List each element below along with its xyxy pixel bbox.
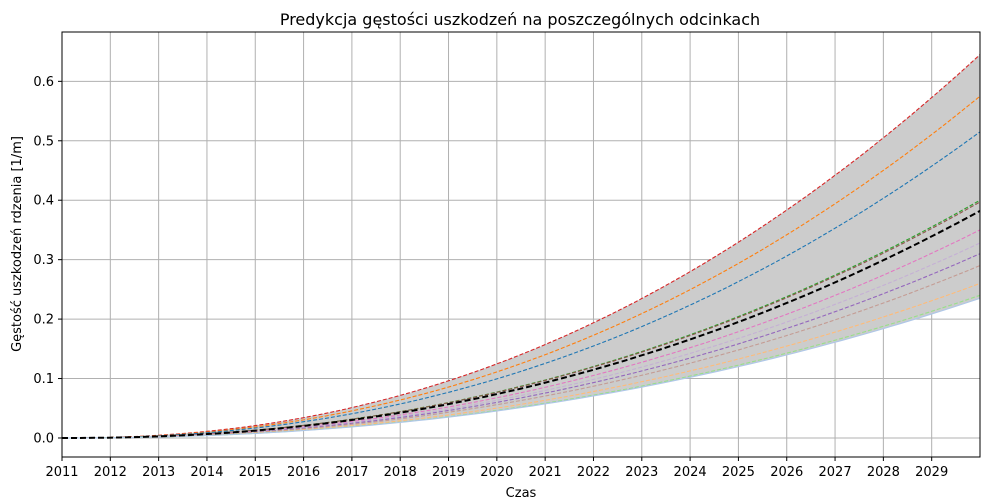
x-tick-label: 2019 xyxy=(432,465,465,480)
x-tick-label: 2013 xyxy=(142,465,175,480)
y-axis: 0.0 0.1 0.2 0.3 0.4 0.5 0.6 xyxy=(33,75,62,446)
x-tick-label: 2021 xyxy=(529,465,562,480)
uncertainty-band xyxy=(62,54,980,438)
x-tick-label: 2015 xyxy=(239,465,272,480)
series-line-2 xyxy=(62,95,981,439)
mean-series-line xyxy=(62,210,981,439)
x-tick-label: 2023 xyxy=(625,465,658,480)
x-tick-label: 2020 xyxy=(480,465,513,480)
series-line-1 xyxy=(62,54,981,439)
series-line-12 xyxy=(62,297,981,439)
x-axis-label: Czas xyxy=(506,486,537,501)
y-tick-label: 0.3 xyxy=(33,253,54,268)
x-tick-label: 2014 xyxy=(190,465,223,480)
band-layer xyxy=(62,54,980,438)
x-tick-label: 2025 xyxy=(722,465,755,480)
x-tick-label: 2017 xyxy=(335,465,368,480)
plot-frame xyxy=(61,31,981,458)
x-tick-label: 2012 xyxy=(94,465,127,480)
x-tick-label: 2018 xyxy=(384,465,417,480)
series-line-3 xyxy=(62,131,981,439)
x-tick-label: 2027 xyxy=(819,465,852,480)
y-tick-label: 0.4 xyxy=(33,194,54,209)
x-tick-label: 2011 xyxy=(45,465,78,480)
y-axis-label: Gęstość uszkodzeń rdzenia [1/m] xyxy=(10,136,25,352)
chart-title: Predykcja gęstości uszkodzeń na poszczeg… xyxy=(280,10,760,29)
y-tick-label: 0.1 xyxy=(33,372,54,387)
y-tick-label: 0.6 xyxy=(33,75,54,90)
y-tick-label: 0.5 xyxy=(33,134,54,149)
y-tick-label: 0.0 xyxy=(33,431,54,446)
x-tick-label: 2029 xyxy=(915,465,948,480)
x-tick-label: 2028 xyxy=(867,465,900,480)
x-tick-label: 2016 xyxy=(287,465,320,480)
x-tick-label: 2024 xyxy=(674,465,707,480)
series-layer xyxy=(62,54,981,439)
x-axis: 2011 2012 2013 2014 2015 2016 2017 2018 2019 2020… xyxy=(45,457,948,480)
x-tick-label: 2022 xyxy=(577,465,610,480)
x-tick-label: 2026 xyxy=(770,465,803,480)
y-tick-label: 0.2 xyxy=(33,313,54,328)
